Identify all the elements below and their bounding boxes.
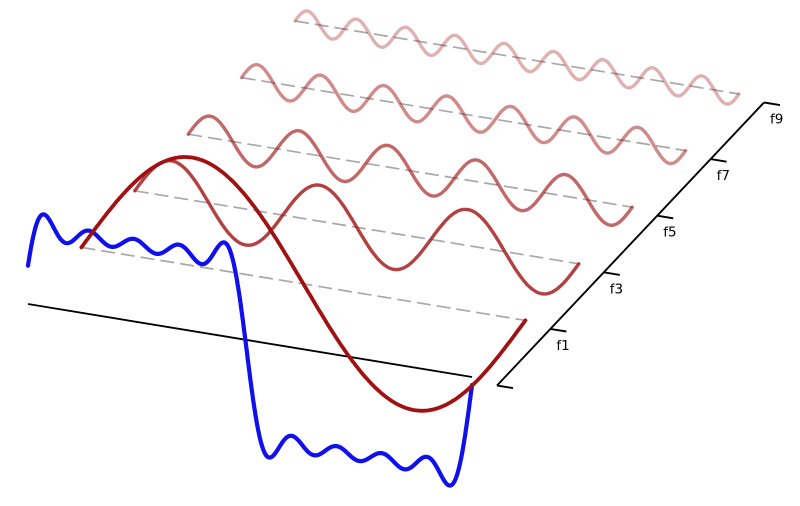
- freq-tick-f5: [657, 214, 674, 220]
- baseline-f9: [294, 20, 740, 95]
- harmonic-curve-f1: [79, 155, 528, 413]
- harmonic-curve-f3: [133, 159, 581, 296]
- freq-tick-label-f9: f9: [770, 112, 783, 128]
- freq-tick-f9: [763, 101, 781, 107]
- harmonic-curve-f9: [293, 9, 741, 106]
- frequency-axis: [496, 101, 781, 390]
- square-wave-curve: [25, 212, 475, 488]
- freq-tick-label-f3: f3: [610, 281, 623, 297]
- freq-tick-f3: [603, 271, 620, 276]
- frequency-tick-labels: f1 f3 f5 f7 f9: [556, 112, 783, 354]
- frequency-axis-line: [496, 101, 765, 387]
- harmonic-curve-f5: [186, 114, 634, 227]
- freq-tick-label-f5: f5: [663, 225, 676, 241]
- freq-tick-label-f7: f7: [717, 168, 730, 184]
- baseline-f7: [241, 76, 686, 152]
- square-wave-group: [25, 212, 475, 488]
- harmonic-curves: [79, 9, 741, 413]
- time-axis: [27, 303, 473, 378]
- time-axis-line: [27, 303, 473, 378]
- freq-tick-origin: [496, 384, 514, 390]
- freq-tick-f7: [710, 158, 727, 163]
- freq-tick-label-f1: f1: [556, 338, 569, 354]
- harmonic-curve-f7: [239, 63, 688, 166]
- freq-tick-f1: [550, 327, 567, 333]
